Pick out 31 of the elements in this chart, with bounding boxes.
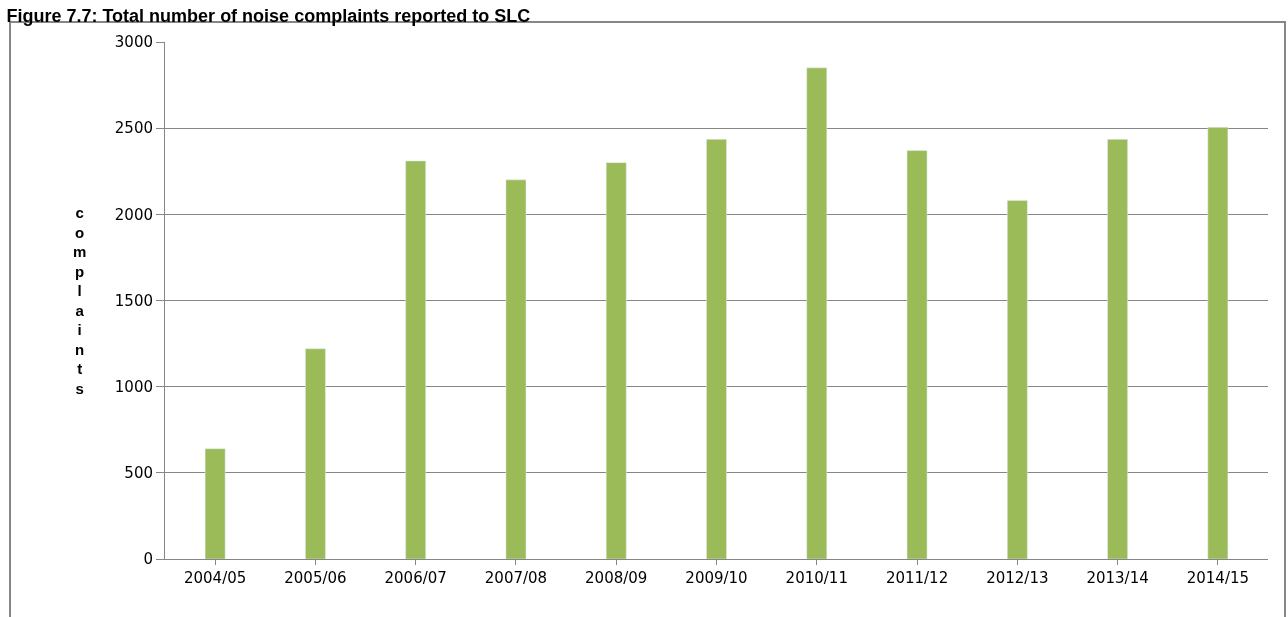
x-tick-label: 2009/10 bbox=[685, 569, 748, 587]
bar bbox=[706, 139, 727, 559]
x-tick-label: 2011/12 bbox=[885, 569, 949, 587]
x-tick-label: 2007/08 bbox=[484, 569, 548, 587]
text: complaints bbox=[73, 204, 87, 397]
bar bbox=[1007, 200, 1028, 559]
x-tick-label: 2013/14 bbox=[1086, 569, 1149, 587]
bar bbox=[204, 448, 226, 559]
x-tick-label: 2012/13 bbox=[986, 569, 1049, 587]
bar bbox=[405, 160, 426, 559]
x-tick-label: 2008/09 bbox=[585, 569, 648, 587]
bar bbox=[1207, 127, 1229, 559]
x-tick-label: 2005/06 bbox=[284, 569, 347, 587]
x-tick-label: 2004/05 bbox=[183, 569, 247, 587]
bar bbox=[505, 179, 527, 559]
bar bbox=[906, 150, 928, 559]
bar bbox=[806, 67, 828, 559]
bar bbox=[305, 348, 326, 559]
bar bbox=[1107, 139, 1128, 559]
y-tick-label: 2000 bbox=[114, 205, 153, 224]
y-tick-label: 0 bbox=[143, 550, 153, 569]
y-tick-label: 1500 bbox=[114, 291, 153, 310]
chart-title: Figure 7.7: Total number of noise complaints reported to SLC bbox=[6, 5, 531, 26]
x-tick-label: 2010/11 bbox=[785, 569, 848, 587]
y-tick-label: 2500 bbox=[114, 119, 153, 138]
x-tick-label: 2006/07 bbox=[384, 569, 447, 587]
x-tick-label: 2014/15 bbox=[1186, 569, 1250, 587]
y-tick-label: 500 bbox=[124, 464, 153, 483]
y-tick-label: 1000 bbox=[114, 377, 153, 396]
y-tick-label: 3000 bbox=[114, 33, 153, 52]
bar bbox=[605, 162, 627, 559]
